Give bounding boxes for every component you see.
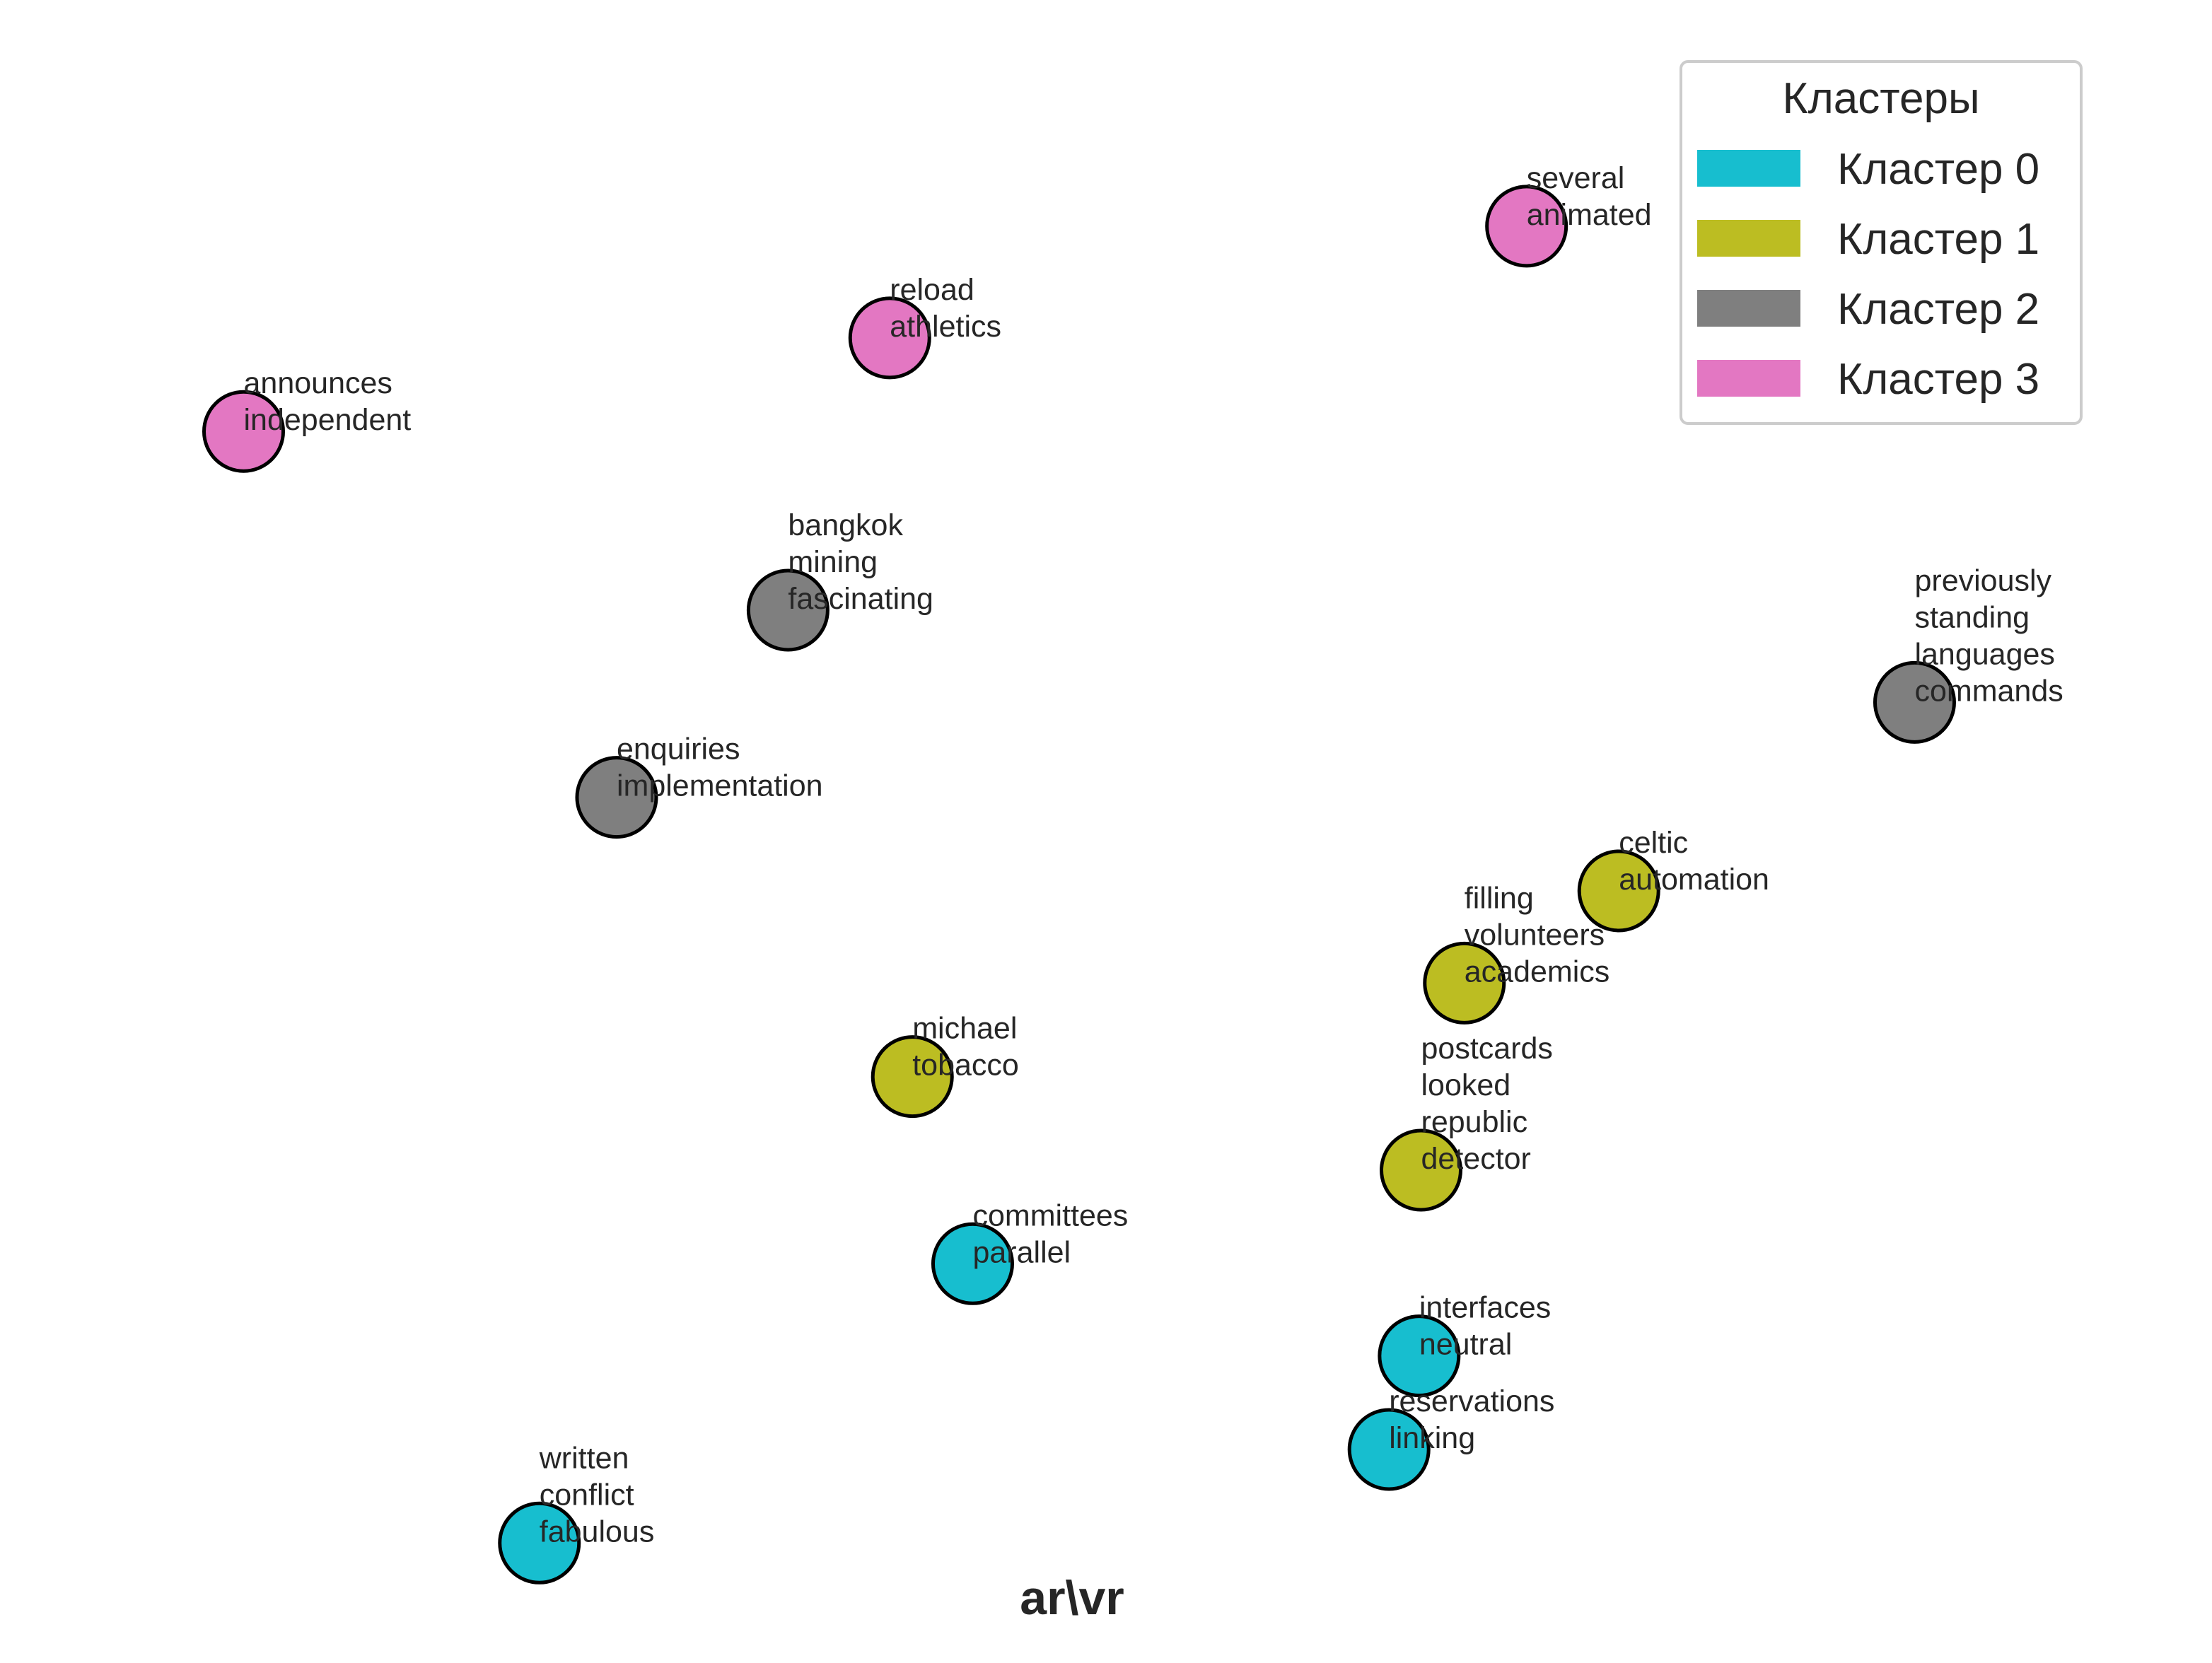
point-label-line: tobacco [912, 1049, 1019, 1083]
scatter-point [575, 756, 658, 839]
point-label: reservations linking [1389, 1384, 1554, 1455]
points-layer [202, 185, 1956, 1585]
point-label-line: automation [1619, 863, 1769, 897]
scatter-point [202, 390, 286, 473]
legend-title: Кластеры [1783, 74, 1980, 123]
point-label: committees parallel [972, 1198, 1128, 1269]
point-label-line: independent [244, 403, 412, 437]
point-label-line: languages [1914, 637, 2054, 671]
scatter-point [1380, 1128, 1463, 1212]
scatter-point [1378, 1314, 1461, 1398]
point-label: bangkok mining fascinating [788, 508, 933, 616]
point-label-line: parallel [972, 1235, 1071, 1269]
scatter-point [1873, 660, 1956, 744]
legend-swatch [1697, 220, 1800, 257]
point-label: previously standing languages commands [1914, 564, 2063, 708]
point-label-line: michael [912, 1012, 1017, 1046]
point-label-line: linking [1389, 1421, 1475, 1455]
point-label-line: volunteers [1465, 918, 1605, 952]
point-label: filling volunteers academics [1465, 881, 1610, 988]
scatter-point [746, 568, 830, 652]
point-label-line: commands [1914, 674, 2063, 708]
point-label-line: republic [1421, 1105, 1528, 1139]
point-label: interfaces neutral [1419, 1291, 1551, 1362]
legend-swatch [1697, 150, 1800, 187]
point-label-line: bangkok [788, 508, 903, 542]
scatter-point [498, 1501, 581, 1585]
point-label-line: standing [1914, 600, 2030, 634]
point-label-line: implementation [617, 769, 823, 803]
point-label: several animated [1527, 161, 1652, 232]
point-label: enquiries implementation [617, 733, 823, 803]
scatter-point [931, 1222, 1014, 1305]
scatter-point [1347, 1408, 1431, 1491]
point-label-line: fascinating [788, 582, 933, 616]
scatter-point [1485, 185, 1568, 268]
point-label-line: detector [1421, 1142, 1531, 1176]
scatter-point [1423, 941, 1506, 1025]
point-label-line: looked [1421, 1068, 1511, 1102]
point-label-line: conflict [540, 1478, 634, 1512]
point-label-line: academics [1465, 955, 1610, 988]
point-label-line: several [1527, 161, 1625, 195]
point-label-line: reservations [1389, 1384, 1554, 1418]
point-label-line: committees [972, 1198, 1128, 1232]
point-label-line: neutral [1419, 1328, 1512, 1362]
legend-swatch [1697, 360, 1800, 397]
chart-title: ar\vr [1020, 1571, 1124, 1625]
legend-label: Кластер 0 [1837, 145, 2039, 194]
legend-label: Кластер 1 [1837, 215, 2039, 264]
point-label-line: mining [788, 545, 878, 579]
point-label-line: celtic [1619, 826, 1688, 860]
scatter-point [871, 1035, 954, 1119]
point-label-line: announces [244, 366, 392, 400]
point-label-line: interfaces [1419, 1291, 1551, 1325]
point-label-line: previously [1914, 564, 2051, 597]
legend-label: Кластер 3 [1837, 355, 2039, 404]
point-label-line: reload [890, 273, 974, 307]
point-label-line: enquiries [617, 733, 740, 766]
scatter-point [848, 296, 931, 380]
point-label-line: filling [1465, 881, 1534, 915]
point-label-line: athletics [890, 310, 1001, 344]
point-label: written conflict fabulous [539, 1441, 655, 1548]
point-label-line: animated [1527, 198, 1652, 232]
point-label: reload athletics [890, 273, 1001, 344]
point-label-line: postcards [1421, 1032, 1553, 1066]
legend-label: Кластер 2 [1837, 285, 2039, 334]
legend-swatch [1697, 290, 1800, 327]
legend-items: Кластер 0 Кластер 1 Кластер 2 Кластер 3 [1697, 145, 2039, 404]
point-label: postcards looked republic detector [1421, 1032, 1553, 1176]
point-label: announces independent [244, 366, 412, 437]
point-label-line: fabulous [540, 1515, 655, 1548]
point-label-line: written [539, 1441, 629, 1475]
point-label: michael tobacco [912, 1012, 1019, 1083]
scatter-point [1577, 849, 1660, 933]
point-label: celtic automation [1619, 826, 1769, 897]
